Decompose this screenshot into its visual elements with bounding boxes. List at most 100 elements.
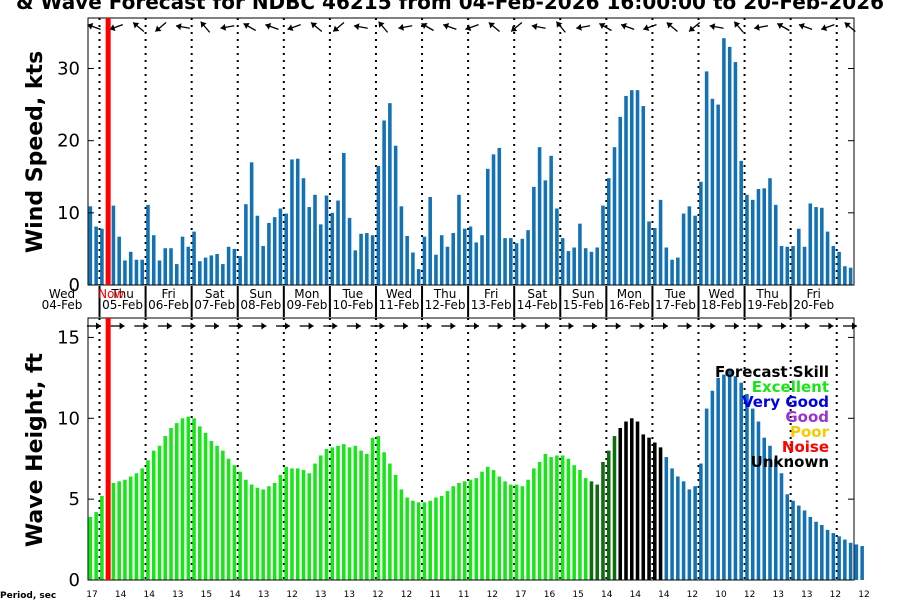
wave-bar [653, 442, 657, 580]
wind-arrow [421, 22, 434, 32]
wave-bar [134, 473, 139, 580]
wind-bar [618, 116, 623, 285]
wind-bar [301, 178, 306, 285]
wind-bar [359, 233, 363, 285]
period-value: 12 [830, 590, 841, 600]
period-value: 12 [286, 590, 297, 600]
wave-bar [290, 468, 294, 580]
wind-bar [278, 208, 283, 285]
wind-bar [808, 203, 813, 285]
wind-bar [653, 227, 657, 285]
wind-bar [186, 246, 191, 285]
wind-bar [192, 231, 196, 285]
wind-bar [704, 71, 709, 286]
wave-arrow [583, 322, 598, 330]
period-value: 14 [229, 590, 241, 600]
period-value: 16 [544, 590, 556, 600]
wave-y-tick-label: 15 [57, 327, 80, 348]
wind-bar [687, 206, 692, 285]
wave-arrow [205, 322, 220, 330]
wind-bar [330, 212, 335, 285]
day-label-date: 04-Feb [42, 298, 83, 312]
wind-bar [825, 231, 830, 285]
wind-arrow [87, 23, 101, 31]
wave-bar [422, 502, 427, 580]
wave-bar [503, 481, 507, 580]
wave-bar [457, 482, 461, 580]
wind-arrow [265, 23, 279, 31]
wind-bar [365, 233, 369, 285]
wave-bar [750, 408, 755, 580]
wind-arrow [599, 22, 612, 32]
wave-arrow [630, 322, 645, 330]
wave-bar [814, 521, 818, 580]
wave-bar [272, 482, 277, 580]
wind-bar [601, 205, 605, 285]
wind-bar [209, 255, 214, 285]
wind-bar [722, 38, 726, 286]
wave-bar [88, 516, 93, 580]
legend-item: Noise [782, 438, 829, 456]
wave-arrow [512, 322, 527, 330]
period-value: 15 [201, 590, 212, 600]
wave-bar [860, 546, 864, 580]
wave-arrow [843, 322, 857, 330]
wave-bar [434, 497, 438, 580]
wind-bar [457, 194, 461, 285]
wind-bar [405, 235, 409, 285]
now-marker: Now [98, 18, 124, 580]
wind-bar [555, 208, 559, 285]
wind-y-tick-label: 0 [69, 275, 80, 296]
wave-bar [589, 481, 594, 580]
wind-bar [169, 248, 173, 285]
wave-arrow [370, 322, 385, 330]
wind-bar [848, 267, 853, 285]
wave-bar [359, 450, 363, 580]
wave-bar [693, 486, 697, 580]
wind-bar [238, 256, 242, 285]
wave-bar [336, 445, 340, 580]
wind-bar [785, 246, 790, 285]
wave-arrow [465, 322, 479, 330]
wind-bar [843, 266, 847, 285]
period-value: 14 [658, 590, 670, 600]
wave-arrow [724, 322, 739, 330]
wind-arrow [488, 22, 500, 32]
period-value: 12 [858, 590, 869, 600]
wave-y-tick-label: 0 [69, 570, 80, 591]
period-value: 13 [315, 590, 326, 600]
wind-arrow [465, 23, 479, 31]
day-label-date: 13-Feb [471, 298, 512, 312]
wind-bar [727, 46, 732, 285]
wind-bar [797, 228, 801, 285]
wind-bar [509, 238, 513, 285]
wave-bar [480, 471, 484, 580]
wave-bar [353, 445, 358, 580]
wave-arrow [441, 322, 456, 330]
wind-bar [664, 247, 669, 285]
wind-bar [543, 180, 548, 285]
wind-bar [439, 235, 444, 285]
wind-arrow [754, 23, 769, 31]
period-value: 15 [572, 590, 583, 600]
wave-bar [566, 458, 571, 580]
wave-arrow [748, 322, 763, 330]
wind-bar [370, 235, 375, 285]
wave-day-grid [98, 318, 838, 580]
wind-bar [157, 260, 162, 285]
wave-bar [797, 505, 801, 580]
wave-bar [549, 457, 553, 580]
wave-bar [509, 484, 513, 580]
wave-bar [664, 457, 669, 580]
wave-bar [267, 486, 271, 580]
wave-bar [727, 369, 732, 580]
wind-bar [272, 217, 277, 285]
wave-arrow [252, 322, 267, 330]
now-line-wave [105, 318, 111, 580]
wind-bar [606, 178, 611, 285]
wave-bar [595, 484, 599, 580]
wave-bar [330, 447, 335, 580]
wave-arrow [276, 322, 290, 330]
wind-bar [134, 259, 139, 285]
